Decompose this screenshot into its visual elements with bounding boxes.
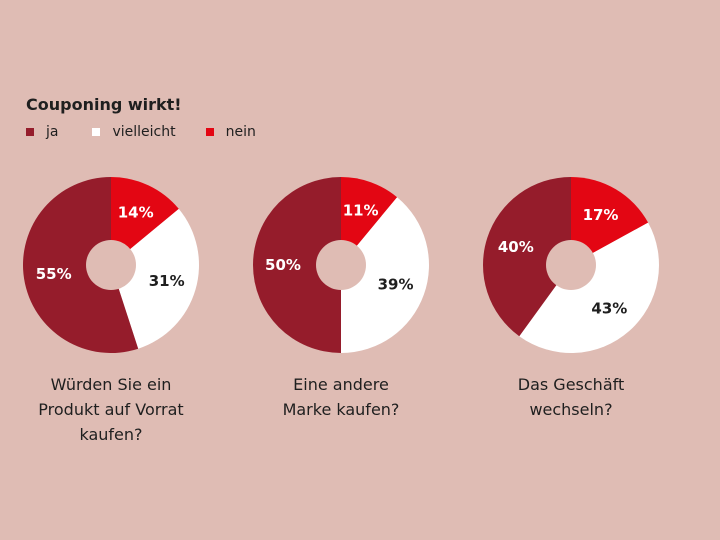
legend-label-nein: nein	[225, 124, 256, 140]
slice-nein	[341, 177, 398, 265]
legend-item-nein: nein	[205, 124, 256, 140]
slice-label-nein: 14%	[118, 204, 154, 222]
slice-nein	[571, 177, 649, 265]
slice-label-ja: 55%	[36, 265, 72, 283]
legend: ja vielleicht nein	[26, 124, 286, 140]
slice-vielleicht	[519, 222, 659, 354]
donut-hole	[316, 240, 366, 290]
slice-label-nein: 17%	[583, 206, 619, 224]
donut-chart-1: 14% 31% 55%	[23, 177, 199, 353]
donut-hole	[546, 240, 596, 290]
chart-caption-1: Würden Sie ein Produkt auf Vorrat kaufen…	[38, 375, 184, 444]
legend-swatch-nein	[205, 128, 214, 136]
slice-label-ja: 50%	[265, 256, 301, 274]
donut-chart-2: 11% 39% 50%	[253, 177, 429, 353]
donut-hole	[86, 240, 136, 290]
slice-label-vielleicht: 31%	[149, 272, 185, 290]
chart-caption-2: Eine andere Marke kaufen?	[282, 375, 400, 419]
donut-charts: 14% 31% 55% 11% 39% 50% 17% 43% 40%	[0, 175, 720, 375]
donut-chart-3: 17% 43% 40%	[483, 177, 659, 354]
chart-caption-3: Das Geschäft wechseln?	[517, 375, 625, 419]
slice-ja	[483, 177, 571, 337]
slice-label-vielleicht: 39%	[378, 276, 414, 294]
legend-swatch-vielleicht	[92, 128, 101, 136]
slice-ja	[253, 177, 341, 353]
slice-label-vielleicht: 43%	[591, 300, 627, 318]
slice-nein	[111, 177, 179, 265]
legend-label-vielleicht: vielleicht	[112, 124, 176, 140]
legend-item-ja: ja	[26, 124, 58, 140]
legend-label-ja: ja	[46, 124, 59, 140]
legend-swatch-ja	[26, 128, 34, 136]
slice-label-ja: 40%	[498, 238, 534, 256]
slice-label-nein: 11%	[343, 201, 379, 219]
slice-vielleicht	[341, 197, 429, 353]
legend-item-vielleicht: vielleicht	[92, 124, 176, 140]
chart-title: Couponing wirkt!	[26, 95, 182, 114]
slice-vielleicht	[111, 208, 199, 349]
slice-ja	[23, 177, 139, 353]
